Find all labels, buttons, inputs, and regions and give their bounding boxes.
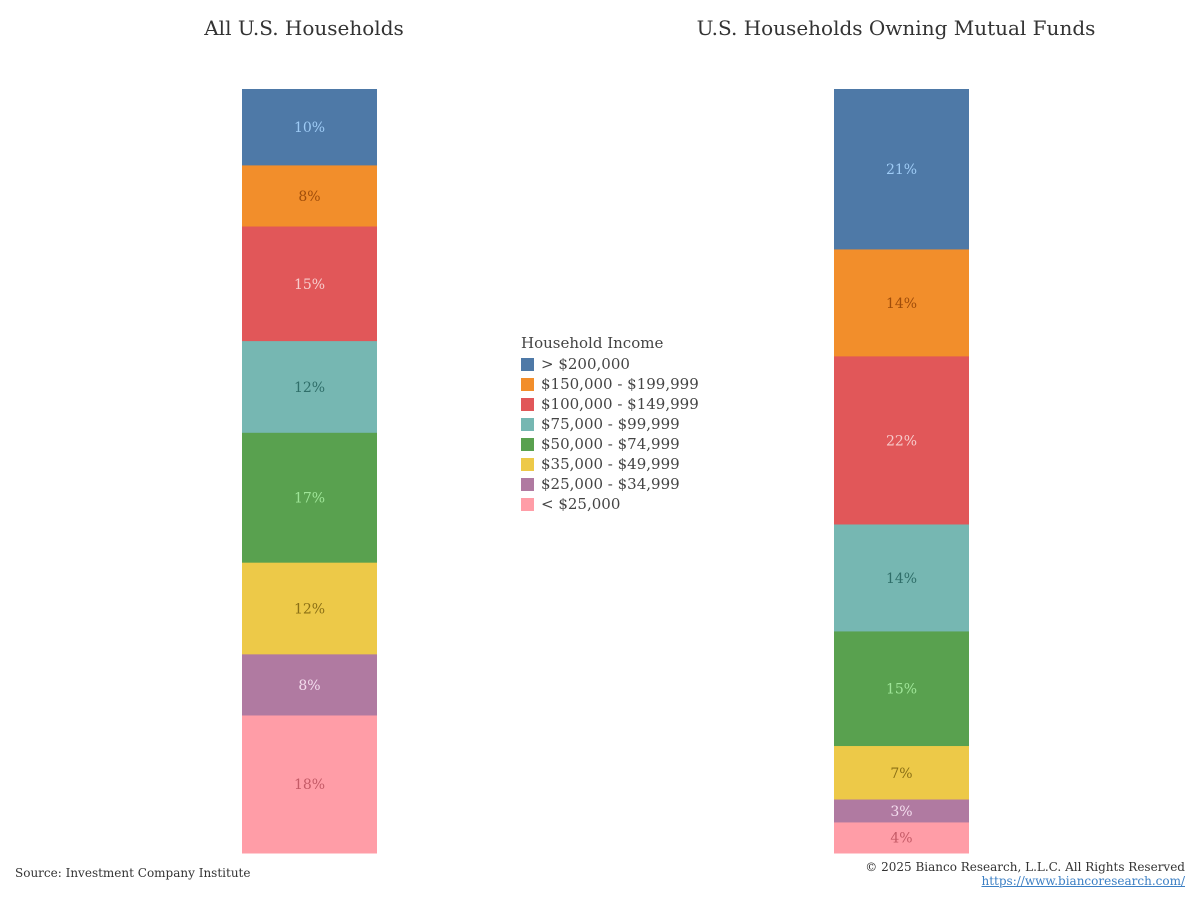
bar-segment-50-000-74-999 — [834, 631, 969, 747]
legend-swatch — [521, 397, 534, 411]
legend-item: $25,000 - $34,999 — [521, 474, 699, 494]
legend-label: $75,000 - $99,999 — [541, 415, 680, 433]
data-label: 15% — [886, 682, 917, 698]
legend-item: $35,000 - $49,999 — [521, 454, 699, 474]
legend-item: $75,000 - $99,999 — [521, 414, 699, 434]
website-link[interactable]: https://www.biancoresearch.com/ — [981, 874, 1185, 888]
copyright-block: © 2025 Bianco Research, L.L.C. All Right… — [865, 860, 1185, 888]
data-label: 17% — [294, 491, 325, 507]
legend-items: > $200,000 $150,000 - $199,999 $100,000 - … — [521, 354, 699, 514]
legend-swatch — [521, 417, 534, 431]
data-label: 15% — [294, 277, 325, 293]
data-label: 8% — [298, 678, 320, 694]
data-label: 10% — [294, 120, 325, 136]
data-label: 18% — [294, 777, 325, 793]
legend-label: $100,000 - $149,999 — [541, 395, 699, 413]
legend-label: $150,000 - $199,999 — [541, 375, 699, 393]
copyright-text: © 2025 Bianco Research, L.L.C. All Right… — [865, 860, 1185, 874]
legend-item: $50,000 - $74,999 — [521, 434, 699, 454]
legend-item: $150,000 - $199,999 — [521, 374, 699, 394]
bar-segment-100-000-149-999 — [834, 356, 969, 525]
legend-item: > $200,000 — [521, 354, 699, 374]
bar-segment-200-000 — [834, 89, 969, 250]
legend-swatch — [521, 457, 534, 471]
bar-segment-25-000 — [242, 715, 377, 854]
legend: Household Income > $200,000 $150,000 - $1… — [521, 334, 699, 514]
legend-swatch — [521, 357, 534, 371]
legend-swatch — [521, 377, 534, 391]
legend-label: $35,000 - $49,999 — [541, 455, 680, 473]
bar-segment-35-000-49-999 — [242, 562, 377, 655]
bar-mutual-fund-households: 21% 14% 22% 14% 15% 7% 3% 4% — [834, 89, 969, 854]
data-label: 21% — [886, 162, 917, 178]
legend-swatch — [521, 497, 534, 511]
bar-segment-35-000-49-999 — [834, 746, 969, 801]
legend-label: $25,000 - $34,999 — [541, 475, 680, 493]
legend-label: < $25,000 — [541, 495, 621, 513]
data-label: 14% — [886, 296, 917, 312]
data-label: 8% — [298, 189, 320, 205]
source-note: Source: Investment Company Institute — [15, 866, 251, 880]
data-label: 12% — [294, 380, 325, 396]
chart-title-all-households: All U.S. Households — [204, 16, 404, 40]
legend-item: < $25,000 — [521, 494, 699, 514]
legend-label: > $200,000 — [541, 355, 630, 373]
chart-title-mutual-fund-households: U.S. Households Owning Mutual Funds — [696, 16, 1096, 40]
bar-segment-50-000-74-999 — [242, 432, 377, 564]
bar-segment-200-000 — [242, 89, 377, 166]
bar-segment-25-000-34-999 — [242, 654, 377, 716]
data-label: 4% — [890, 831, 912, 847]
data-label: 3% — [890, 804, 912, 820]
legend-swatch — [521, 437, 534, 451]
bar-segment-25-000 — [834, 822, 969, 854]
data-label: 7% — [890, 766, 912, 782]
legend-title: Household Income — [521, 334, 664, 352]
legend-label: $50,000 - $74,999 — [541, 435, 680, 453]
data-label: 14% — [886, 571, 917, 587]
data-label: 12% — [294, 602, 325, 618]
data-label: 22% — [886, 433, 917, 449]
bar-segment-150-000-199-999 — [242, 165, 377, 228]
bar-segment-100-000-149-999 — [242, 226, 377, 342]
legend-item: $100,000 - $149,999 — [521, 394, 699, 414]
bar-segment-75-000-99-999 — [242, 341, 377, 434]
bar-segment-150-000-199-999 — [834, 249, 969, 357]
bar-segment-25-000-34-999 — [834, 799, 969, 823]
bar-segment-75-000-99-999 — [834, 524, 969, 632]
legend-swatch — [521, 477, 534, 491]
bar-all-households: 10% 8% 15% 12% 17% 12% 8% 18% — [242, 89, 377, 854]
